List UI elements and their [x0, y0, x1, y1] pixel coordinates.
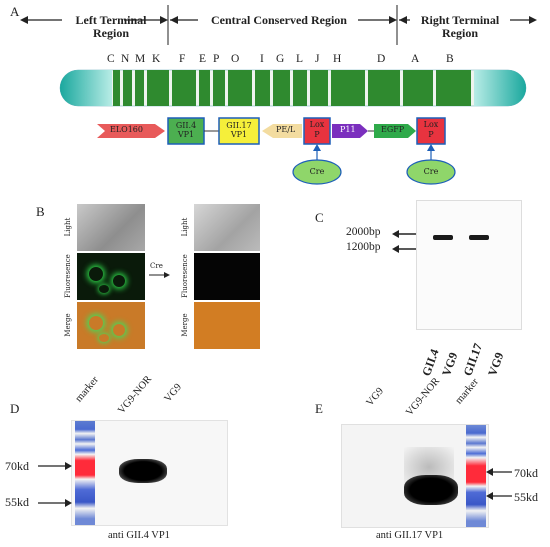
- p11-label: P11: [340, 125, 356, 134]
- loxp-label-1: Lox P: [309, 120, 325, 139]
- panel-label-e: E: [315, 401, 323, 416]
- region-right-label: Right Terminal Region: [420, 13, 500, 40]
- marker-55kd-e: 55kd: [514, 490, 538, 504]
- fluorescence-image-after: [194, 253, 260, 300]
- segment-letter: I: [260, 53, 264, 65]
- pel-label: PE/L: [276, 125, 296, 134]
- panel-label-a: A: [10, 4, 20, 19]
- segment-letter: J: [315, 53, 320, 65]
- elo160-arrow: [97, 124, 165, 138]
- segment-letter: G: [276, 53, 285, 65]
- egfp-label: EGFP: [381, 125, 405, 134]
- segment-letter: F: [179, 53, 186, 65]
- segment-letter: K: [152, 53, 161, 65]
- gii17-vp1-box: [218, 117, 260, 145]
- segment-blocks: [113, 70, 471, 106]
- right-terminal-cap: [474, 70, 526, 106]
- segment-letter: E: [199, 53, 207, 65]
- row-label-light-right: Light: [181, 217, 189, 237]
- row-label-fluorescence-right: Fluoresence: [181, 254, 189, 298]
- marker-1200bp: 1200bp: [346, 241, 381, 253]
- panel-label-c: C: [315, 210, 324, 225]
- region-central-label: Central Conserved Region: [211, 13, 347, 27]
- caption-d: anti GII.4 VP1: [108, 530, 170, 541]
- row-label-merge-right: Merge: [181, 313, 189, 337]
- blot-band-e: [404, 475, 458, 505]
- segment-letter: M: [135, 53, 146, 65]
- elo160-label: ELO160: [110, 125, 143, 134]
- cre-label-2: Cre: [423, 167, 439, 176]
- row-label-merge-left: Merge: [64, 313, 72, 337]
- loxp-box-1: [303, 117, 331, 145]
- p11-arrow: [332, 124, 368, 138]
- western-blot-d: [71, 420, 228, 526]
- cre-ellipse-2: [406, 159, 456, 185]
- light-image-after: [194, 204, 260, 251]
- row-label-fluorescence-left: Fluoresence: [64, 254, 72, 298]
- row-label-light-left: Light: [64, 217, 72, 237]
- segment-letter: H: [333, 53, 342, 65]
- blot-band-d: [119, 459, 167, 483]
- lane-label-vg9-nor: VG9-NOR: [116, 373, 155, 417]
- segment-letter: C: [107, 53, 115, 65]
- gel-band-gii4: [433, 235, 453, 240]
- segment-letter: D: [377, 53, 386, 65]
- segment-letter: A: [411, 53, 420, 65]
- panel-label-d: D: [10, 401, 20, 416]
- caption-e: anti GII.17 VP1: [376, 530, 444, 541]
- segment-letter: O: [231, 53, 240, 65]
- loxp-label-2: Lox P: [423, 120, 439, 139]
- panel-d-marker-arrows: [38, 462, 72, 507]
- marker-70kd-d: 70kd: [5, 459, 29, 473]
- gii17-label: GII.17 VP1: [226, 121, 252, 139]
- cre-arrow-label: Cre: [150, 262, 163, 270]
- merge-image-after: [194, 302, 260, 349]
- marker-ladder-d: [75, 421, 95, 525]
- panel-c-marker-arrows: [392, 230, 416, 253]
- marker-55kd-d: 55kd: [5, 495, 29, 509]
- fluorescence-image-before: [77, 253, 145, 300]
- panel-label-b: B: [36, 204, 45, 219]
- lane-label-vg9: VG9: [162, 381, 185, 405]
- gel-band-gii17: [469, 235, 489, 240]
- gii4-vp1-box: [167, 117, 205, 145]
- pel-arrow: [262, 124, 302, 138]
- panel-a-figure: [20, 5, 537, 185]
- agarose-gel: [416, 200, 522, 330]
- cre-arrow: [149, 272, 170, 278]
- cre-label-1: Cre: [309, 167, 325, 176]
- light-image-before: [77, 204, 145, 251]
- marker-70kd-e: 70kd: [514, 466, 538, 480]
- lane-label-marker: marker: [73, 374, 101, 405]
- panel-e-marker-arrows: [486, 468, 512, 500]
- segment-letter: B: [446, 53, 454, 65]
- egfp-arrow: [374, 124, 416, 138]
- western-blot-e: [341, 424, 489, 528]
- gii4-label: GII.4 VP1: [175, 121, 197, 139]
- merge-image-before: [77, 302, 145, 349]
- segment-letter: L: [296, 53, 304, 65]
- segment-letter: N: [121, 53, 130, 65]
- marker-ladder-e: [466, 425, 486, 527]
- left-terminal-cap: [60, 70, 112, 106]
- region-left-label: Left Terminal Region: [75, 13, 147, 40]
- loxp-box-2: [416, 117, 446, 145]
- cre-ellipse-1: [292, 159, 342, 185]
- lane-label-vg9-e: VG9: [364, 385, 387, 409]
- marker-2000bp: 2000bp: [346, 226, 381, 238]
- segment-letter: P: [213, 53, 220, 65]
